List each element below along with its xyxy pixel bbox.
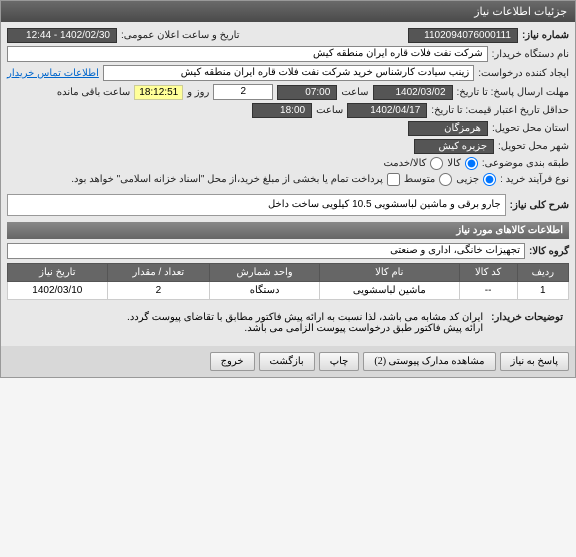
remain-label: ساعت باقی مانده <box>57 87 130 98</box>
time-label-1: ساعت <box>341 87 368 98</box>
announce-value: 1402/02/30 - 12:44 <box>7 28 117 43</box>
radio-goods[interactable] <box>465 157 478 170</box>
respond-button[interactable]: پاسخ به نیاز <box>500 352 570 371</box>
table-cell: دستگاه <box>210 282 320 300</box>
buyer-notes-text: ایران کد مشابه می باشد، لذا نسبت به ارائ… <box>127 312 483 334</box>
exit-button[interactable]: خروج <box>210 352 255 371</box>
opt-service: کالا/خدمت <box>383 158 426 169</box>
buyer-notes-label: توضیحات خریدار: <box>491 312 563 334</box>
group-value: تجهیزات خانگی، اداری و صنعتی <box>7 243 525 259</box>
table-cell: 1402/03/10 <box>8 282 108 300</box>
attachments-button[interactable]: مشاهده مدارک پیوستی (2) <box>363 352 495 371</box>
print-button[interactable]: چاپ <box>319 352 360 371</box>
buy-process-label: نوع فرآیند خرید : <box>500 174 569 185</box>
opt-partial: جزیی <box>456 174 479 185</box>
goods-section-title: اطلاعات کالاهای مورد نیاز <box>7 222 569 239</box>
province-label: استان محل تحویل: <box>492 123 569 134</box>
back-button[interactable]: بازگشت <box>259 352 315 371</box>
buyer-org-value: شرکت نفت فلات قاره ایران منطقه کیش <box>7 46 488 62</box>
group-label: گروه کالا: <box>529 246 569 257</box>
window-titlebar: جزئیات اطلاعات نیاز <box>1 1 575 22</box>
table-cell: ماشین لباسشویی <box>320 282 459 300</box>
deadline-label: مهلت ارسال پاسخ: تا تاریخ: <box>457 87 569 98</box>
deadline-time: 07:00 <box>277 85 337 100</box>
table-cell: -- <box>459 282 517 300</box>
deadline-date: 1402/03/02 <box>373 85 453 100</box>
time-label-2: ساعت <box>316 105 343 116</box>
contact-link[interactable]: اطلاعات تماس خریدار <box>7 68 99 79</box>
creator-label: ایجاد کننده درخواست: <box>478 68 569 79</box>
items-table: ردیفکد کالانام کالاواحد شمارشتعداد / مقد… <box>7 263 569 300</box>
time-remaining: 18:12:51 <box>134 85 183 100</box>
table-cell: 2 <box>107 282 209 300</box>
table-cell: 1 <box>517 282 568 300</box>
opt-medium: متوسط <box>404 174 435 185</box>
checkbox-payment[interactable] <box>387 173 400 186</box>
table-row: 1--ماشین لباسشوییدستگاه21402/03/10 <box>8 282 569 300</box>
validity-label: حداقل تاریخ اعتبار قیمت: تا تاریخ: <box>431 105 569 116</box>
need-no-label: شماره نیاز: <box>522 30 569 41</box>
table-header: نام کالا <box>320 264 459 282</box>
creator-value: زینب سیادت کارشناس خرید شرکت نفت فلات قا… <box>103 65 474 81</box>
buyer-org-label: نام دستگاه خریدار: <box>492 49 569 60</box>
province-value: هرمزگان <box>408 121 488 136</box>
city-label: شهر محل تحویل: <box>498 141 569 152</box>
table-header: ردیف <box>517 264 568 282</box>
days-remaining: 2 <box>213 84 273 100</box>
table-header: تعداد / مقدار <box>107 264 209 282</box>
table-header: کد کالا <box>459 264 517 282</box>
radio-service[interactable] <box>430 157 443 170</box>
city-value: جزیره کیش <box>414 139 494 154</box>
summary-text: جارو برقی و ماشین لباسشویی 10.5 کیلویی س… <box>7 194 506 216</box>
need-no-value: 1102094076000111 <box>408 28 518 43</box>
summary-label: شرح کلی نیاز: <box>510 200 569 211</box>
table-header: تاریخ نیاز <box>8 264 108 282</box>
radio-medium[interactable] <box>439 173 452 186</box>
announce-label: تاریخ و ساعت اعلان عمومی: <box>121 30 240 41</box>
validity-time: 18:00 <box>252 103 312 118</box>
category-label: طبقه بندی موضوعی: <box>482 158 569 169</box>
opt-goods: کالا <box>447 158 461 169</box>
radio-partial[interactable] <box>483 173 496 186</box>
table-header: واحد شمارش <box>210 264 320 282</box>
days-label: روز و <box>187 87 209 98</box>
payment-note: پرداخت تمام یا بخشی از مبلغ خرید،از محل … <box>71 174 383 185</box>
validity-date: 1402/04/17 <box>347 103 427 118</box>
